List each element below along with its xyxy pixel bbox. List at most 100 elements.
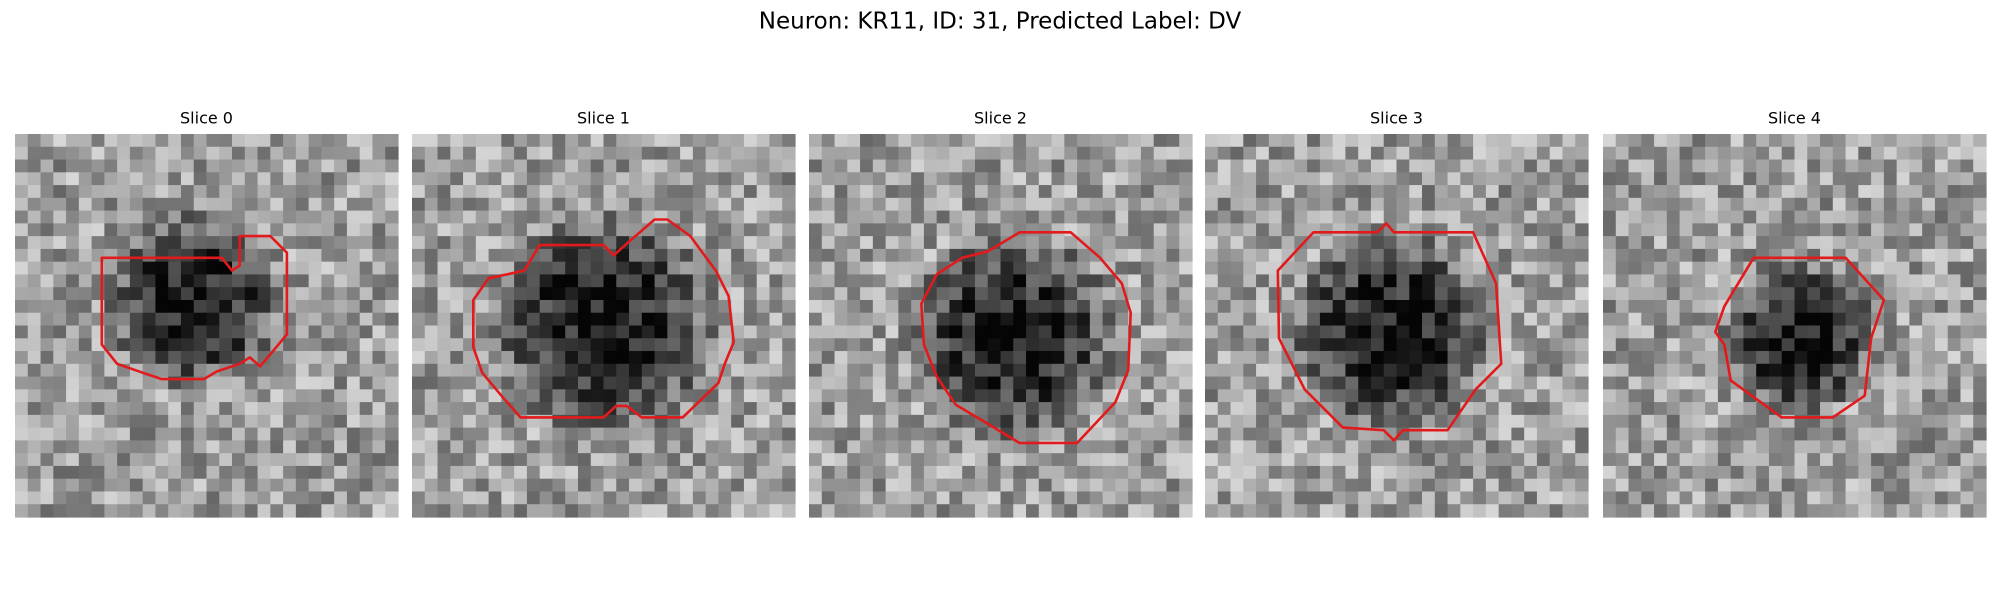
- pixel: [680, 389, 694, 403]
- pixel: [654, 491, 668, 505]
- pixel: [78, 414, 93, 429]
- pixel: [1422, 414, 1436, 429]
- pixel: [1756, 134, 1770, 148]
- pixel: [1768, 338, 1783, 352]
- pixel: [463, 197, 477, 212]
- pixel: [1345, 248, 1359, 263]
- pixel: [53, 402, 67, 416]
- pixel: [475, 402, 490, 416]
- pixel: [104, 440, 118, 454]
- pixel: [731, 197, 745, 212]
- pixel: [1268, 389, 1283, 403]
- pixel: [911, 172, 925, 186]
- pixel: [1909, 134, 1923, 148]
- pixel: [1281, 210, 1295, 224]
- pixel: [1743, 172, 1757, 186]
- panel-title: Slice 2: [974, 109, 1027, 128]
- pixel: [1934, 465, 1949, 480]
- pixel: [257, 248, 271, 263]
- pixel: [78, 389, 93, 403]
- pixel: [834, 440, 848, 454]
- contour: [471, 218, 736, 419]
- pixel: [1332, 146, 1347, 161]
- pixel: [53, 504, 67, 518]
- pixel: [731, 376, 745, 390]
- pixel: [1679, 197, 1693, 212]
- pixel: [1960, 363, 1974, 378]
- pixel: [372, 146, 386, 161]
- pixel: [731, 325, 745, 339]
- pixel: [987, 185, 1002, 199]
- pixel: [385, 159, 399, 173]
- pixel: [1396, 389, 1410, 403]
- pixel: [936, 478, 951, 493]
- pixel: [334, 504, 348, 518]
- pixel: [1498, 363, 1512, 378]
- pixel: [1217, 427, 1232, 441]
- pixel: [514, 236, 528, 250]
- pixel: [1115, 134, 1129, 148]
- pixel: [577, 491, 592, 505]
- pixel: [962, 274, 976, 288]
- pixel: [539, 197, 554, 212]
- pixel: [1077, 197, 1091, 212]
- pixel: [1038, 312, 1053, 327]
- pixel: [1409, 146, 1423, 161]
- pixel: [1922, 248, 1936, 263]
- pixel: [1524, 236, 1538, 250]
- pixel: [346, 504, 361, 518]
- pixel: [1730, 159, 1745, 173]
- pixel: [295, 299, 310, 314]
- pixel: [1781, 261, 1796, 276]
- pixel: [629, 299, 643, 314]
- pixel: [821, 402, 836, 416]
- pixel: [1973, 197, 1987, 212]
- pixel: [1692, 440, 1706, 454]
- pixel: [769, 261, 783, 276]
- pixel: [1909, 185, 1923, 199]
- pixel: [539, 172, 554, 186]
- pixel: [667, 172, 681, 186]
- pixel: [654, 402, 668, 416]
- pixel: [1422, 440, 1436, 454]
- pixel: [1396, 351, 1410, 365]
- pixel: [629, 197, 643, 212]
- pixel: [539, 146, 554, 161]
- pixel: [974, 351, 989, 365]
- pixel: [53, 299, 67, 314]
- pixel: [1166, 440, 1180, 454]
- pixel: [1345, 312, 1359, 327]
- pixel: [539, 134, 554, 148]
- pixel: [1628, 376, 1642, 390]
- pixel: [577, 504, 592, 518]
- pixel: [1153, 248, 1168, 263]
- pixel: [104, 172, 118, 186]
- pixel: [680, 504, 694, 518]
- pixel: [1922, 287, 1936, 301]
- pixel: [1166, 465, 1180, 480]
- pixel: [565, 440, 579, 454]
- pixel: [501, 197, 515, 212]
- pixel: [244, 427, 259, 441]
- pixel: [501, 312, 515, 327]
- pixel: [1845, 351, 1859, 365]
- pixel: [1781, 402, 1796, 416]
- pixel: [1807, 146, 1821, 161]
- pixel: [1743, 351, 1757, 365]
- pixel: [526, 338, 541, 352]
- pixel: [308, 325, 322, 339]
- pixel: [15, 325, 29, 339]
- pixel: [1781, 465, 1796, 480]
- pixel: [1807, 427, 1821, 441]
- pixel: [15, 504, 29, 518]
- pixel: [590, 402, 605, 416]
- pixel: [885, 338, 899, 352]
- pixel: [295, 274, 310, 288]
- pixel: [15, 376, 29, 390]
- pixel: [898, 325, 912, 339]
- pixel: [1153, 440, 1168, 454]
- pixel: [1807, 453, 1821, 467]
- pixel: [142, 159, 157, 173]
- pixel: [1575, 299, 1589, 314]
- pixel: [1666, 363, 1681, 378]
